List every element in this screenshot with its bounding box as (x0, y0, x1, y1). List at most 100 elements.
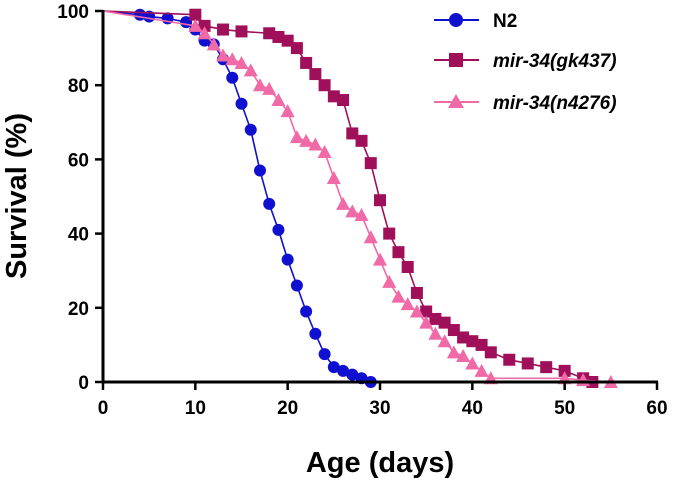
legend-entry-gk437: mir-34(gk437) (434, 51, 617, 72)
data-point-n4276 (262, 81, 277, 95)
legend-entry-n4276: mir-34(n4276) (434, 93, 617, 114)
x-tick-label: 60 (646, 398, 667, 419)
data-point-gk437 (281, 34, 294, 47)
data-point-n4276 (400, 297, 415, 311)
y-axis-title: Survival (%) (1, 113, 33, 279)
legend-label-gk437: mir-34(gk437) (493, 51, 617, 72)
data-point-n2 (263, 197, 276, 210)
data-point-n4276 (419, 315, 434, 329)
data-point-gk437 (346, 127, 359, 140)
data-point-n4276 (234, 55, 249, 69)
data-point-n4276 (243, 63, 258, 77)
data-point-n4276 (271, 93, 286, 107)
data-point-gk437 (484, 346, 497, 359)
y-tick-label: 80 (68, 76, 89, 97)
x-tick-label: 50 (554, 398, 575, 419)
data-point-n2 (346, 368, 359, 381)
legend: N2 mir-34(gk437) mir-34(n4276) (434, 11, 617, 114)
data-point-n4276 (197, 26, 212, 40)
data-point-gk437 (235, 25, 248, 38)
data-point-n4276 (373, 252, 387, 266)
data-point-n4276 (465, 356, 480, 370)
data-point-n2 (327, 361, 340, 374)
x-axis-title: Age (days) (306, 447, 454, 479)
data-point-gk437 (383, 227, 396, 240)
legend-marker-gk437 (449, 53, 463, 67)
legend-label-n2: N2 (493, 11, 517, 32)
y-tick-label: 0 (78, 373, 89, 394)
data-point-n4276 (206, 37, 221, 51)
legend-marker-n2 (449, 13, 463, 27)
data-point-n2 (309, 327, 322, 340)
data-point-n4276 (456, 349, 471, 363)
data-point-gk437 (475, 338, 488, 351)
legend-label-n4276: mir-34(n4276) (493, 93, 617, 114)
data-point-n4276 (428, 326, 443, 340)
data-point-n4276 (280, 104, 295, 118)
data-point-gk437 (558, 364, 571, 377)
data-point-n4276 (326, 170, 341, 184)
data-point-gk437 (355, 134, 368, 147)
data-point-gk437 (438, 316, 451, 329)
data-point-n2 (253, 164, 266, 177)
legend-marker-n4276 (448, 94, 464, 108)
x-tick-label: 30 (369, 398, 390, 419)
data-point-gk437 (540, 361, 553, 374)
data-point-n4276 (225, 52, 240, 66)
data-point-gk437 (290, 42, 303, 55)
data-point-n4276 (446, 345, 461, 359)
data-point-gk437 (374, 194, 386, 207)
data-point-gk437 (327, 90, 340, 103)
data-point-n2 (281, 253, 294, 266)
y-tick-label: 40 (68, 225, 89, 246)
data-point-gk437 (198, 19, 211, 32)
x-tick-label: 0 (98, 398, 109, 419)
data-point-n2 (235, 97, 248, 110)
data-point-n2 (300, 305, 313, 318)
data-point-n4276 (336, 196, 351, 210)
data-point-gk437 (466, 335, 479, 348)
data-point-n4276 (216, 48, 231, 62)
axes-layer: 0 10 20 30 40 50 60 0 20 40 60 80 100 (57, 2, 667, 419)
data-point-n2 (272, 223, 285, 236)
data-point-gk437 (457, 331, 470, 344)
legend-entry-n2: N2 (434, 11, 517, 32)
data-point-gk437 (318, 79, 331, 92)
data-point-gk437 (429, 312, 442, 325)
data-point-gk437 (272, 30, 285, 43)
x-tick-label: 20 (277, 398, 298, 419)
data-point-n2 (318, 348, 331, 361)
data-point-n4276 (299, 133, 314, 147)
data-point-gk437 (309, 68, 322, 81)
y-tick-label: 20 (68, 299, 89, 320)
data-point-gk437 (364, 157, 377, 170)
data-point-n4276 (391, 289, 406, 303)
data-point-n4276 (437, 334, 452, 348)
data-point-gk437 (300, 56, 313, 69)
data-point-n4276 (308, 137, 323, 151)
data-point-n4276 (317, 144, 332, 158)
data-point-n2 (226, 71, 239, 84)
data-point-gk437 (503, 353, 516, 366)
data-point-n4276 (188, 18, 203, 32)
data-point-gk437 (420, 305, 433, 318)
data-point-n4276 (252, 78, 267, 92)
x-tick-label: 40 (462, 398, 483, 419)
data-point-gk437 (217, 23, 230, 36)
y-tick-label: 60 (68, 150, 89, 171)
x-tick-label: 10 (185, 398, 206, 419)
data-point-n4276 (289, 130, 304, 144)
data-point-gk437 (521, 357, 534, 370)
data-point-n4276 (382, 274, 397, 288)
data-point-gk437 (189, 8, 202, 21)
data-point-n4276 (363, 230, 378, 244)
data-point-gk437 (447, 324, 460, 337)
data-point-n4276 (409, 304, 424, 318)
data-point-gk437 (392, 246, 405, 259)
y-tick-label: 100 (57, 2, 89, 23)
data-point-n4276 (345, 204, 360, 218)
data-point-n4276 (354, 208, 369, 222)
data-point-gk437 (337, 94, 350, 107)
